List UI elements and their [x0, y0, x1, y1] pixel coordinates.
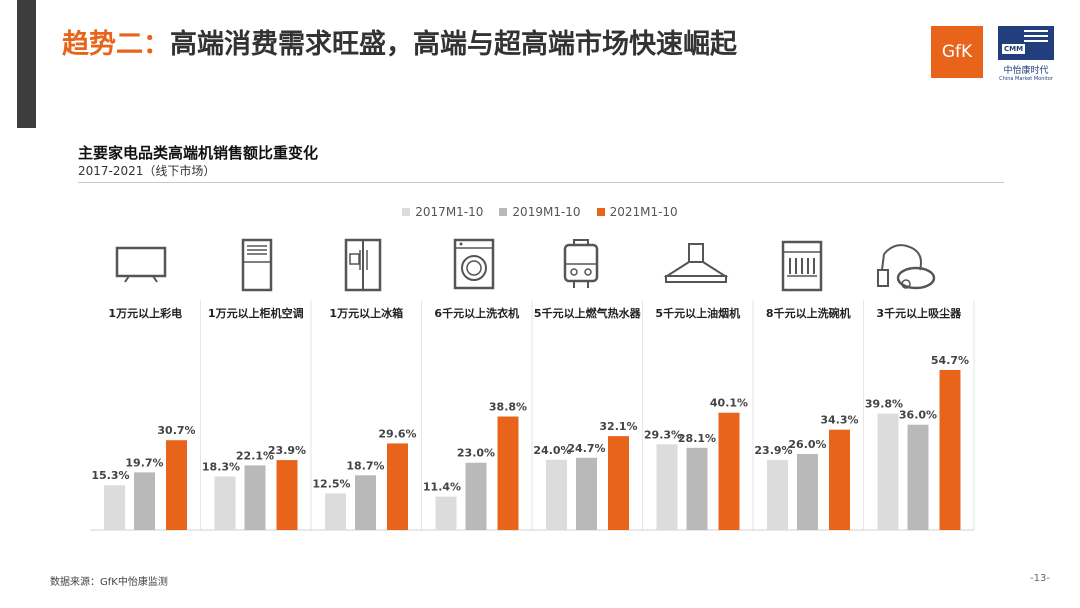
bar-2019M1-10: [907, 424, 929, 530]
cmm-logo-name: 中怡康时代: [1003, 66, 1049, 76]
tv-icon: [115, 246, 167, 283]
washing-machine-icon: [453, 238, 495, 290]
data-label: 24.0%: [533, 444, 571, 457]
legend-label-2021: 2021M1-10: [609, 205, 678, 219]
bar-2017M1-10: [877, 413, 899, 530]
bar-2021M1-10: [829, 429, 850, 530]
cmm-logo-mark: CMM: [998, 26, 1054, 60]
bar-2017M1-10: [104, 485, 125, 530]
data-label: 29.3%: [644, 428, 682, 441]
bar-2019M1-10: [134, 472, 155, 530]
water-heater-icon: [563, 239, 599, 288]
chart-subtitle: 2017-2021（线下市场）: [78, 164, 216, 178]
category-label: 1万元以上彩电: [108, 306, 182, 320]
vacuum-cleaner-icon: [877, 244, 936, 290]
bar-2019M1-10: [244, 465, 266, 530]
legend-label-2019: 2019M1-10: [512, 205, 581, 219]
data-label: 38.8%: [489, 401, 527, 414]
data-source-note: 数据来源：GfK中怡康监测: [50, 577, 168, 588]
category-label: 1万元以上冰箱: [329, 306, 403, 320]
headline-accent: 趋势二：: [62, 29, 170, 60]
data-label: 23.0%: [457, 447, 495, 460]
data-label: 12.5%: [312, 477, 350, 490]
data-label: 29.6%: [378, 427, 416, 440]
cmm-logo-stripe: [1024, 40, 1048, 42]
data-label: 30.7%: [157, 424, 195, 437]
legend-item-2019: 2019M1-10: [499, 205, 581, 219]
bar-2019M1-10: [797, 453, 818, 530]
legend-item-2017: 2017M1-10: [402, 205, 483, 219]
category-label: 8千元以上洗碗机: [766, 306, 851, 320]
data-label: 18.3%: [202, 460, 240, 473]
category-label: 3千元以上吸尘器: [876, 306, 962, 320]
bar-2017M1-10: [435, 496, 457, 530]
data-label: 23.9%: [754, 444, 792, 457]
bar-2021M1-10: [718, 412, 740, 530]
data-label: 36.0%: [899, 409, 937, 422]
gfk-logo: GfK: [931, 26, 983, 78]
legend-swatch-2021: [596, 208, 605, 216]
bar-2017M1-10: [214, 476, 236, 530]
legend-swatch-2017: [402, 208, 411, 216]
cmm-logo-subtitle: China Market Monitor: [999, 76, 1053, 82]
range-hood-icon: [663, 243, 729, 283]
bar-2021M1-10: [166, 440, 187, 530]
cmm-logo: CMM 中怡康时代 China Market Monitor: [998, 26, 1054, 84]
bar-2017M1-10: [656, 444, 678, 530]
data-label: 11.4%: [423, 481, 461, 494]
data-label: 26.0%: [788, 438, 826, 451]
data-label: 32.1%: [599, 420, 637, 433]
legend-item-2021: 2021M1-10: [596, 205, 678, 219]
data-label: 23.9%: [268, 444, 306, 457]
bar-2017M1-10: [325, 493, 346, 530]
data-label: 18.7%: [346, 459, 384, 472]
refrigerator-icon: [344, 238, 382, 292]
data-label: 28.1%: [678, 432, 716, 445]
category-label: 5千元以上油烟机: [655, 306, 740, 320]
data-label: 54.7%: [931, 354, 969, 367]
bar-2019M1-10: [576, 457, 597, 530]
headline-main: 高端消费需求旺盛，高端与超高端市场快速崛起: [170, 29, 737, 60]
data-label: 24.7%: [567, 442, 605, 455]
data-label: 22.1%: [236, 449, 274, 462]
air-conditioner-icon: [241, 238, 273, 292]
dishwasher-icon: [781, 240, 823, 292]
bar-2019M1-10: [686, 447, 708, 530]
bar-2019M1-10: [465, 462, 487, 530]
cmm-logo-tag: CMM: [1002, 44, 1026, 54]
cmm-logo-stripe: [1024, 35, 1048, 37]
side-accent-bar: [17, 0, 36, 128]
category-label: 5千元以上燃气热水器: [534, 306, 642, 320]
bar-2021M1-10: [608, 436, 629, 530]
bar-2017M1-10: [767, 460, 788, 530]
bar-2021M1-10: [276, 460, 298, 530]
title-divider: [78, 182, 1004, 183]
data-label: 15.3%: [91, 469, 129, 482]
slide-headline: 趋势二：高端消费需求旺盛，高端与超高端市场快速崛起: [62, 22, 737, 61]
data-label: 39.8%: [865, 398, 903, 411]
data-label: 40.1%: [710, 397, 748, 410]
bar-2021M1-10: [497, 416, 519, 530]
bar-2021M1-10: [939, 370, 961, 530]
chart-legend: 2017M1-10 2019M1-10 2021M1-10: [0, 205, 1080, 219]
page-number: -13-: [1030, 573, 1050, 584]
legend-swatch-2019: [499, 208, 508, 216]
data-label: 19.7%: [125, 456, 163, 469]
category-label: 1万元以上柜机空调: [208, 306, 304, 320]
chart-title: 主要家电品类高端机销售额比重变化: [78, 144, 319, 162]
bar-2021M1-10: [387, 443, 408, 530]
bar-2017M1-10: [546, 459, 567, 530]
data-label: 34.3%: [820, 414, 858, 427]
cmm-logo-stripe: [1024, 30, 1048, 32]
bar-2019M1-10: [355, 475, 376, 530]
legend-label-2017: 2017M1-10: [415, 205, 484, 219]
category-label: 6千元以上洗衣机: [434, 306, 519, 320]
